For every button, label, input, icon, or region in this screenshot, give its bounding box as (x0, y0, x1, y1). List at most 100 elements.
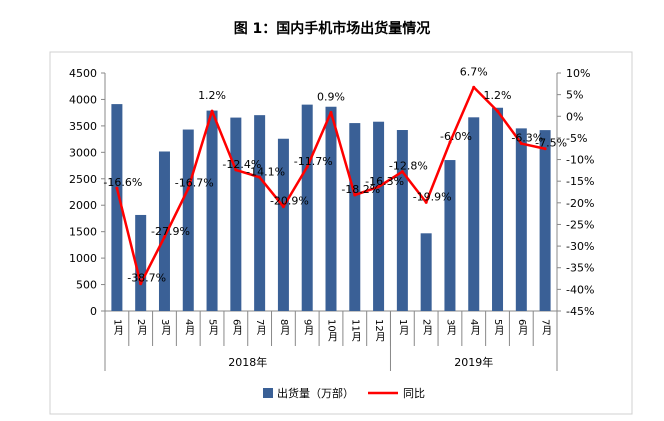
yoy-point-11 (353, 193, 357, 197)
y-right-tick-label: -20% (566, 197, 594, 210)
yoy-point-7 (258, 175, 262, 179)
x-tick-label: 5月 (207, 319, 219, 336)
bar-17 (492, 107, 504, 311)
x-tick-label: 10月 (326, 319, 338, 343)
yoy-point-1 (115, 186, 119, 190)
x-tick-label: 9月 (302, 319, 314, 336)
yoy-data-label: -12.8% (389, 160, 428, 173)
yoy-data-label: -6.3% (511, 132, 543, 145)
legend-bar-swatch (263, 388, 273, 398)
yoy-point-17 (496, 109, 500, 113)
x-tick-label: 12月 (373, 319, 385, 343)
x-tick-label: 8月 (278, 319, 290, 336)
yoy-data-label: 6.7% (460, 65, 488, 78)
yoy-point-8 (281, 205, 285, 209)
y-right-tick-label: -15% (566, 175, 594, 188)
yoy-point-9 (305, 165, 309, 169)
bar-18 (515, 128, 527, 311)
yoy-data-label: -16.7% (175, 177, 214, 190)
yoy-point-3 (162, 235, 166, 239)
x-tick-label: 2月 (135, 319, 147, 336)
yoy-point-10 (329, 110, 333, 114)
y-right-tick-label: -40% (566, 283, 594, 296)
bar-10 (325, 106, 337, 312)
bar-19 (539, 130, 551, 311)
x-tick-label: 3月 (159, 319, 171, 336)
yoy-data-label: -27.9% (151, 225, 190, 238)
y-left-tick-label: 2000 (69, 199, 97, 212)
yoy-data-label: -11.7% (294, 155, 333, 168)
bar-16 (468, 117, 480, 311)
y-right-tick-label: 0% (566, 110, 583, 123)
yoy-data-label: 0.9% (317, 90, 345, 103)
y-right-tick-label: -5% (566, 132, 587, 145)
chart-title: 图 1：国内手机市场出货量情况 (233, 21, 431, 37)
group-label: 2018年 (228, 355, 267, 369)
bar-8 (277, 138, 289, 311)
chart-frame (49, 51, 633, 415)
x-tick-label: 6月 (230, 319, 242, 336)
y-right-tick-label: -45% (566, 305, 594, 318)
x-tick-label: 5月 (492, 319, 504, 336)
yoy-data-label: -20.9% (270, 195, 309, 208)
yoy-data-label: -7.5% (535, 137, 567, 150)
y-left-tick-label: 2500 (69, 173, 97, 186)
bar-15 (444, 160, 456, 311)
yoy-data-label: -14.1% (246, 165, 285, 178)
y-left-tick-label: 0 (90, 305, 97, 318)
yoy-point-4 (186, 187, 190, 191)
yoy-data-label: 1.2% (484, 89, 512, 102)
yoy-point-6 (234, 168, 238, 172)
y-right-tick-label: -25% (566, 218, 594, 231)
y-left-tick-label: 500 (76, 279, 97, 292)
bar-13 (396, 130, 408, 311)
y-left-tick-label: 3500 (69, 120, 97, 133)
bar-6 (230, 117, 242, 312)
yoy-data-label: -18.2% (341, 183, 380, 196)
y-left-tick-label: 1000 (69, 252, 97, 265)
x-tick-label: 1月 (397, 319, 409, 336)
bar-7 (254, 115, 266, 312)
yoy-point-15 (448, 140, 452, 144)
x-tick-label: 3月 (444, 319, 456, 336)
yoy-point-14 (424, 200, 428, 204)
bar-14 (420, 233, 432, 311)
yoy-data-label: 1.2% (198, 89, 226, 102)
y-right-tick-label: -35% (566, 262, 594, 275)
x-tick-label: 11月 (349, 319, 361, 343)
y-left-tick-label: 1500 (69, 226, 97, 239)
yoy-data-label: -38.7% (127, 272, 166, 285)
bar-2 (135, 214, 147, 311)
y-right-tick-label: 10% (566, 67, 590, 80)
y-left-tick-label: 4500 (69, 67, 97, 80)
bar-4 (182, 129, 194, 311)
yoy-point-16 (472, 85, 476, 89)
x-tick-label: 4月 (468, 319, 480, 336)
yoy-data-label: -19.9% (413, 190, 452, 203)
x-tick-label: 6月 (516, 319, 528, 336)
y-left-tick-label: 3000 (69, 146, 97, 159)
x-tick-label: 4月 (183, 319, 195, 336)
x-tick-label: 7月 (540, 319, 552, 336)
yoy-data-label: -16.3% (365, 175, 404, 188)
group-label: 2019年 (454, 355, 493, 369)
bar-1 (111, 104, 123, 311)
y-right-tick-label: -30% (566, 240, 594, 253)
yoy-point-5 (210, 109, 214, 113)
bar-11 (349, 123, 361, 311)
x-tick-label: 2月 (421, 319, 433, 336)
y-right-tick-label: -10% (566, 154, 594, 167)
yoy-data-label: -16.6% (103, 176, 142, 189)
bar-9 (301, 104, 313, 311)
bar-3 (158, 151, 170, 311)
yoy-point-2 (139, 282, 143, 286)
y-right-tick-label: 5% (566, 89, 583, 102)
x-tick-label: 7月 (254, 319, 266, 336)
legend-line-label: 同比 (403, 387, 425, 400)
x-tick-label: 1月 (111, 319, 123, 336)
yoy-point-12 (377, 185, 381, 189)
y-left-tick-label: 4000 (69, 93, 97, 106)
yoy-data-label: -12.4% (222, 158, 261, 171)
